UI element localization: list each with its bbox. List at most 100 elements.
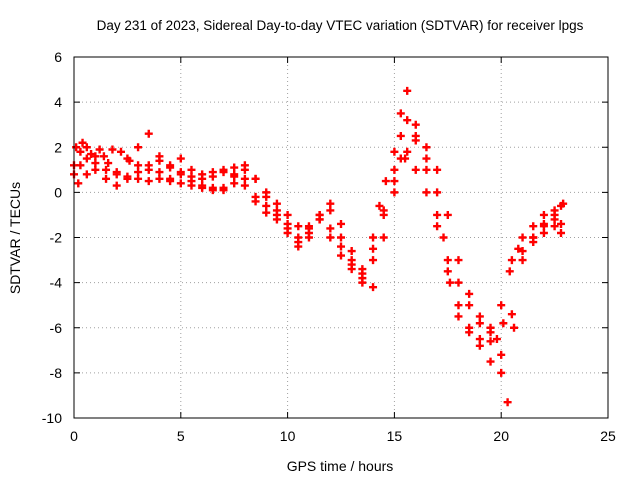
- plus-marker: [230, 179, 239, 188]
- plus-marker: [230, 163, 239, 172]
- y-tick-label: -6: [50, 320, 63, 336]
- plus-marker: [475, 335, 484, 344]
- plus-marker: [99, 152, 108, 161]
- plus-marker: [411, 120, 420, 129]
- plus-marker: [507, 256, 516, 265]
- x-tick-label: 10: [280, 428, 296, 444]
- plus-marker: [486, 337, 495, 346]
- plus-marker: [272, 199, 281, 208]
- plus-marker: [559, 199, 568, 208]
- plus-marker: [272, 210, 281, 219]
- plus-marker: [347, 256, 356, 265]
- plus-marker: [134, 161, 143, 170]
- plus-marker: [557, 219, 566, 228]
- plus-marker: [475, 312, 484, 321]
- plus-marker: [187, 172, 196, 181]
- plus-marker: [381, 177, 390, 186]
- plus-marker: [433, 222, 442, 231]
- plus-marker: [337, 219, 345, 228]
- plus-marker: [104, 159, 113, 168]
- plus-marker: [240, 181, 249, 190]
- plus-marker: [486, 357, 495, 366]
- y-tick-label: -8: [50, 365, 63, 381]
- x-tick-label: 25: [600, 428, 616, 444]
- y-tick-label: -4: [50, 275, 63, 291]
- plus-marker: [347, 265, 356, 274]
- y-tick-label: 2: [54, 139, 62, 155]
- plus-marker: [219, 186, 228, 195]
- plus-marker: [539, 219, 548, 228]
- plus-marker: [497, 350, 506, 359]
- plus-marker: [155, 156, 164, 165]
- plus-marker: [76, 147, 85, 156]
- plus-marker: [499, 319, 508, 328]
- plus-marker: [326, 224, 335, 233]
- plus-marker: [401, 154, 410, 163]
- plus-marker: [557, 228, 566, 237]
- plus-marker: [76, 161, 85, 170]
- x-tick-label: 20: [493, 428, 509, 444]
- plus-marker: [465, 289, 474, 298]
- plus-marker: [294, 242, 303, 251]
- plus-marker: [503, 398, 512, 407]
- plus-marker: [240, 161, 249, 170]
- plus-marker: [116, 147, 125, 156]
- plus-marker: [445, 278, 454, 287]
- plus-marker: [465, 301, 474, 310]
- plus-marker: [326, 206, 335, 215]
- plus-marker: [492, 335, 501, 344]
- plus-marker: [144, 129, 153, 138]
- plus-marker: [102, 174, 111, 183]
- x-tick-label: 0: [70, 428, 78, 444]
- plus-marker: [82, 143, 91, 152]
- plus-marker: [422, 188, 431, 197]
- plus-marker: [123, 174, 132, 183]
- plus-marker: [82, 154, 91, 163]
- plus-marker: [443, 256, 452, 265]
- plus-marker: [475, 341, 484, 350]
- plus-marker: [134, 143, 143, 152]
- y-tick-label: 6: [54, 49, 62, 65]
- plus-marker: [422, 165, 431, 174]
- plus-marker: [358, 269, 367, 278]
- y-axis-label: SDTVAR / TECUs: [7, 182, 23, 294]
- plus-marker: [465, 328, 474, 337]
- plus-marker: [433, 165, 442, 174]
- plus-marker: [529, 238, 538, 247]
- plus-marker: [539, 228, 548, 237]
- plot-frame: [73, 56, 609, 419]
- plus-marker: [518, 256, 527, 265]
- plus-marker: [283, 210, 292, 219]
- plus-marker: [251, 174, 260, 183]
- plus-marker: [198, 174, 207, 183]
- plus-marker: [155, 174, 164, 183]
- y-tick-label: -10: [42, 410, 62, 426]
- plus-marker: [91, 159, 100, 168]
- plus-marker: [294, 233, 303, 242]
- plus-marker: [108, 145, 117, 154]
- x-tick-label: 5: [177, 428, 185, 444]
- plus-marker: [518, 233, 527, 242]
- plus-marker: [74, 179, 83, 188]
- plus-marker: [262, 192, 271, 201]
- plus-marker: [304, 222, 313, 231]
- plus-marker: [379, 206, 388, 215]
- y-tick-label: 4: [54, 94, 62, 110]
- plus-marker: [375, 201, 384, 210]
- plus-marker: [396, 131, 405, 140]
- plus-marker: [166, 161, 175, 170]
- plus-marker: [454, 256, 463, 265]
- plus-marker: [78, 138, 87, 147]
- plus-marker: [134, 174, 143, 183]
- plus-marker: [283, 228, 292, 237]
- plus-marker: [144, 165, 153, 174]
- plus-marker: [87, 150, 96, 159]
- plus-marker: [230, 172, 239, 181]
- series-track-3: [72, 86, 568, 344]
- plus-marker: [422, 143, 431, 152]
- plus-marker: [91, 152, 100, 161]
- plus-marker: [497, 368, 506, 377]
- plus-marker: [326, 199, 335, 208]
